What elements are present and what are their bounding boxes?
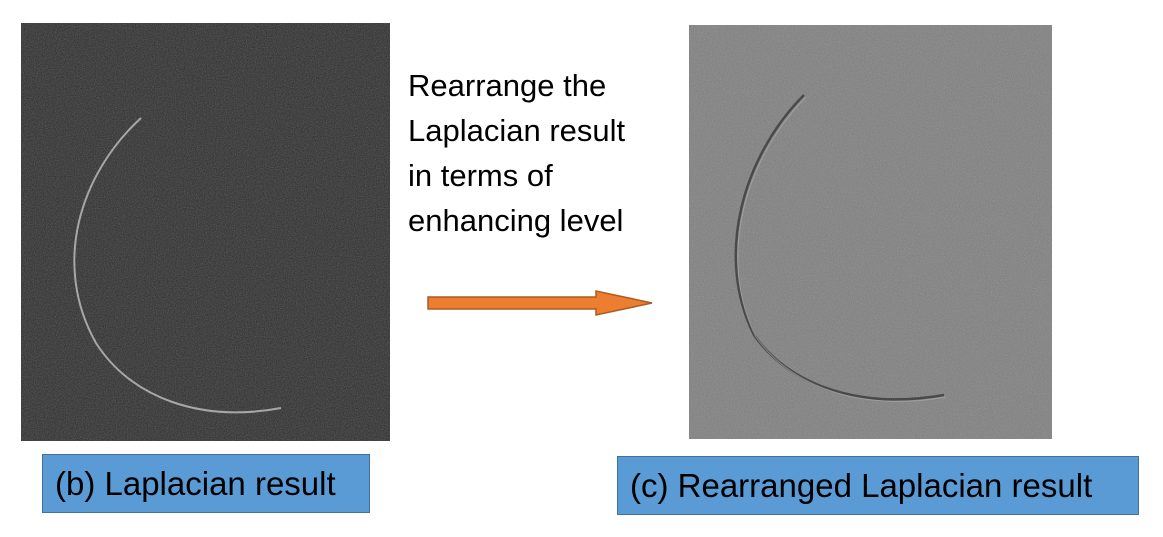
description-line-4: enhancing level xyxy=(408,203,624,238)
laplacian-result-caption: (b) Laplacian result xyxy=(42,454,370,513)
description-line-3: in terms of xyxy=(408,158,553,193)
arrow-shape xyxy=(427,290,653,316)
description-line-2: Laplacian result xyxy=(408,113,626,148)
right-arrow-icon xyxy=(426,289,656,317)
description-line-1: Rearrange the xyxy=(408,68,607,103)
laplacian-edge-arc xyxy=(73,117,282,414)
rearranged-laplacian-image xyxy=(689,25,1052,439)
laplacian-result-image xyxy=(21,23,390,441)
rearranged-laplacian-caption: (c) Rearranged Laplacian result xyxy=(617,456,1139,515)
rearrange-description: Rearrange the Laplacian result in terms … xyxy=(408,63,668,243)
rearranged-edge-arc xyxy=(734,94,945,401)
